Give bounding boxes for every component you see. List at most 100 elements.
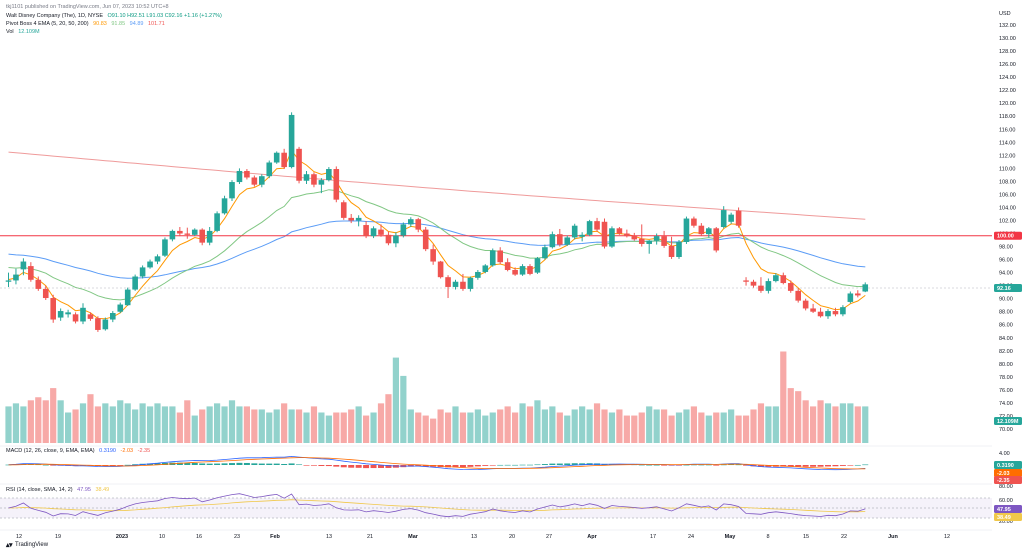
macd-histogram-bar: [422, 465, 429, 467]
volume-bar: [802, 400, 809, 443]
ema-label: Pivot Boss 4 EMA (5, 20, 50, 200): [6, 21, 89, 27]
macd-histogram-bar: [243, 462, 250, 465]
macd-histogram-bar: [273, 463, 280, 465]
time-tick: 23: [234, 534, 240, 540]
volume-bar: [780, 351, 787, 443]
time-tick: 21: [367, 534, 373, 540]
legend-rsi-row[interactable]: RSI (14, close, SMA, 14, 2) 47.95 38.49: [6, 487, 112, 494]
candle-body: [750, 281, 757, 286]
macd-histogram-bar: [191, 462, 198, 465]
candle-body: [668, 245, 675, 257]
volume-bar: [310, 406, 318, 443]
macd-histogram-bar: [42, 464, 49, 466]
macd-histogram-bar: [713, 465, 720, 466]
volume-bar: [415, 412, 422, 443]
macd-histogram-bar: [638, 464, 645, 466]
macd-histogram-bar: [303, 465, 310, 466]
volume-bar: [564, 415, 571, 443]
volume-bar: [72, 409, 79, 443]
volume-bar: [146, 406, 154, 443]
candle-body: [825, 311, 831, 317]
macd-histogram-bar: [206, 463, 213, 465]
volume-bar: [459, 412, 467, 443]
volume-bar: [810, 406, 817, 443]
price-tick: 88.00: [999, 310, 1013, 316]
candle-body: [340, 202, 347, 218]
price-tick: 78.00: [999, 375, 1013, 381]
macd-histogram-bar: [117, 465, 124, 466]
candle-body: [236, 170, 243, 183]
time-axis: 12 19 2023 10 16 23 Feb 13 21 Mar 13 20 27 Apr 17 24 May…: [0, 529, 992, 540]
candle-body: [169, 230, 176, 240]
time-tick: Mar: [408, 534, 419, 540]
candle-body: [720, 210, 727, 228]
volume-bar: [385, 394, 392, 443]
candle-body: [124, 289, 131, 306]
legend-vol-row[interactable]: Vol 12.109M: [6, 29, 43, 36]
macd-histogram-bar: [459, 465, 466, 468]
volume-bar: [20, 406, 27, 443]
price-tick: 72.00: [999, 414, 1013, 420]
rsi-tick: 60.00: [999, 498, 1013, 504]
macd-histogram-bar: [325, 465, 332, 467]
volume-bar: [12, 403, 20, 443]
volume-bar: [79, 403, 87, 443]
candle-body: [154, 256, 161, 262]
candle-body: [50, 298, 56, 320]
candle-body: [430, 249, 436, 262]
candle-body: [57, 311, 64, 318]
time-tick: 24: [688, 534, 694, 540]
price-tick: 116.00: [999, 127, 1015, 133]
price-tick: 96.00: [999, 258, 1013, 264]
macd-signal-badge: [994, 469, 1022, 477]
candle-body: [244, 170, 250, 178]
macd-histogram-bar: [355, 465, 362, 468]
volume-bar: [817, 400, 824, 443]
candle-body: [296, 148, 302, 181]
candle-body: [743, 280, 749, 282]
candle-body: [527, 266, 533, 274]
price-axis: USD 132.00 130.00 128.00 126.00 124.00 122.00 1…: [999, 11, 1016, 525]
candle-body: [646, 240, 652, 244]
price-tick: 126.00: [999, 62, 1016, 68]
candle-body: [355, 217, 362, 221]
macd-histogram-bar: [296, 464, 303, 466]
price-tick: 130.00: [999, 36, 1016, 42]
brand-label: TradingView: [15, 542, 49, 548]
candle-body: [482, 265, 489, 272]
volume-bar: [333, 412, 340, 443]
volume-bar: [363, 415, 370, 443]
legend-macd-row[interactable]: MACD (12, 26, close, 9, EMA, EMA) 0.3190…: [6, 448, 153, 455]
volume-bar: [787, 388, 794, 443]
volume-bar: [50, 388, 57, 443]
volume-bar: [742, 415, 750, 443]
volume-bar: [27, 400, 34, 443]
candle-body: [862, 284, 869, 292]
macd-histogram-bar: [5, 464, 12, 466]
macd-histogram-bar: [258, 463, 265, 465]
candle-body: [422, 229, 429, 250]
ohlc-values: O91.10 H92.51 L91.03 C92.16 +1.16 (+1.27…: [107, 13, 222, 19]
candle-body: [363, 225, 369, 237]
volume-bar: [102, 403, 109, 443]
legend-ema-row[interactable]: Pivot Boss 4 EMA (5, 20, 50, 200) 90.83 …: [6, 21, 168, 28]
legend-symbol-row[interactable]: Walt Disney Company (The), 1D, NYSE O91.…: [6, 13, 225, 20]
macd-histogram-bar: [229, 463, 235, 465]
macd-histogram-bar: [310, 465, 317, 466]
candle-body: [333, 169, 340, 200]
last-price-badge: [994, 284, 1022, 292]
price-tick: 108.00: [999, 179, 1016, 185]
tradingview-brand[interactable]: ▴▾ TradingView: [6, 541, 48, 549]
macd-histogram-bar: [236, 462, 243, 465]
candle-body: [184, 233, 191, 235]
volume-bar: [795, 391, 802, 443]
time-tick: 17: [650, 534, 656, 540]
candle-body: [273, 152, 280, 163]
macd-histogram-bar: [318, 465, 325, 467]
macd-signal-line: [8, 457, 866, 470]
macd-histogram-bar: [839, 465, 846, 466]
candle-body: [259, 176, 265, 185]
price-tick: 104.00: [999, 205, 1016, 211]
volume-bar: [221, 406, 228, 443]
